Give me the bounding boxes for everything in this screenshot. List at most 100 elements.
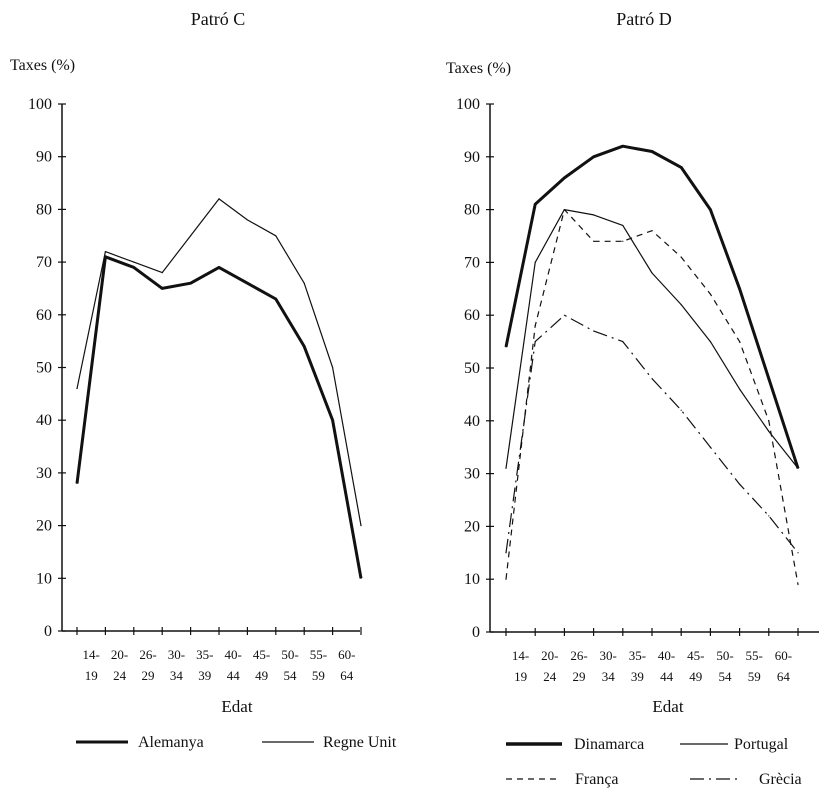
data-point-fran-a xyxy=(534,325,536,327)
x-tick-label-c: 45- xyxy=(253,647,270,662)
x-tick-label-d: 40- xyxy=(658,648,675,663)
data-point-dinamarca xyxy=(739,288,741,290)
legend-label-dinamarca: Dinamarca xyxy=(574,736,644,753)
x-tick-label-d: 39 xyxy=(631,669,644,684)
data-point-regne-unit xyxy=(360,525,362,527)
y-tick-label-d: 70 xyxy=(464,254,480,271)
x-tick-label-c: 55- xyxy=(310,647,327,662)
x-tick-label-d: 59 xyxy=(748,669,761,684)
series-line-alemanya xyxy=(75,255,363,579)
x-tick-label-d: 44 xyxy=(660,669,674,684)
x-tick-label-c: 60- xyxy=(338,647,355,662)
data-point-gr-cia xyxy=(534,341,536,343)
data-point-fran-a xyxy=(505,578,507,580)
y-tick-label-d: 0 xyxy=(472,624,480,641)
chart-title-c: Patró C xyxy=(191,9,246,29)
y-tick-label-d: 50 xyxy=(464,360,480,377)
y-tick-label-c: 30 xyxy=(36,465,52,482)
y-tick-label-d: 10 xyxy=(464,571,480,588)
data-point-portugal xyxy=(593,214,595,216)
data-point-alemanya xyxy=(303,345,305,348)
x-tick-label-d: 60- xyxy=(775,648,792,663)
legend-label-franca: França xyxy=(575,771,619,788)
x-tick-label-c: 35- xyxy=(196,647,213,662)
x-tick-label-c: 34 xyxy=(170,668,184,683)
data-point-fran-a xyxy=(563,209,566,211)
x-tick-label-c: 59 xyxy=(312,668,325,683)
x-tick-label-c: 40- xyxy=(225,647,242,662)
y-tick-label-c: 90 xyxy=(36,149,52,166)
y-tick-label-c: 10 xyxy=(36,570,52,587)
data-point-fran-a xyxy=(797,583,799,586)
data-point-portugal xyxy=(768,430,770,432)
data-point-regne-unit xyxy=(275,235,277,237)
data-point-alemanya xyxy=(76,482,78,485)
data-point-portugal xyxy=(709,341,712,343)
data-point-dinamarca xyxy=(651,150,653,153)
x-tick-label-c: 26- xyxy=(139,647,156,662)
y-tick-label-d: 60 xyxy=(464,307,480,324)
data-point-gr-cia xyxy=(768,515,770,517)
x-axis-label-c: Edat xyxy=(221,697,252,716)
data-point-gr-cia xyxy=(739,483,741,485)
x-tick-label-c: 64 xyxy=(340,668,354,683)
x-tick-label-d: 14- xyxy=(512,648,529,663)
data-point-portugal xyxy=(739,388,741,390)
x-tick-label-d: 20- xyxy=(541,648,558,663)
y-tick-label-d: 20 xyxy=(464,518,480,535)
x-tick-label-c: 44 xyxy=(227,668,241,683)
x-tick-label-c: 30- xyxy=(168,647,185,662)
data-point-dinamarca xyxy=(622,145,624,147)
series-line-portugal xyxy=(505,209,799,469)
data-point-regne-unit xyxy=(104,250,106,253)
x-tick-label-d: 35- xyxy=(629,648,646,663)
data-point-gr-cia xyxy=(651,377,653,380)
y-tick-label-d: 30 xyxy=(464,466,480,483)
legend-label-portugal: Portugal xyxy=(734,736,789,753)
x-tick-label-d: 19 xyxy=(514,669,527,684)
data-point-fran-a xyxy=(709,293,712,295)
x-tick-label-c: 50- xyxy=(281,647,298,662)
data-point-dinamarca xyxy=(680,166,682,168)
data-point-gr-cia xyxy=(622,341,624,343)
data-point-fran-a xyxy=(593,240,595,242)
data-point-regne-unit xyxy=(332,366,334,369)
y-axis-label-d: Taxes (%) xyxy=(446,60,511,77)
y-tick-label-d: 90 xyxy=(464,149,480,166)
data-point-regne-unit xyxy=(303,282,305,284)
x-tick-label-d: 55- xyxy=(746,648,763,663)
x-tick-label-c: 20- xyxy=(111,647,128,662)
x-tick-label-c: 54 xyxy=(284,668,298,683)
legend-label-grecia: Grècia xyxy=(759,771,802,788)
data-point-dinamarca xyxy=(593,156,595,158)
y-tick-label-c: 20 xyxy=(36,518,52,535)
y-tick-label-d: 40 xyxy=(464,413,480,430)
y-tick-label-c: 100 xyxy=(28,96,52,113)
data-point-alemanya xyxy=(218,266,220,268)
y-tick-label-c: 40 xyxy=(36,412,52,429)
data-point-regne-unit xyxy=(190,235,192,237)
data-point-gr-cia xyxy=(709,446,712,448)
x-tick-label-d: 64 xyxy=(777,669,791,684)
data-point-dinamarca xyxy=(505,346,507,348)
x-axis-label-d: Edat xyxy=(652,697,683,716)
data-point-dinamarca xyxy=(768,377,770,380)
data-point-regne-unit xyxy=(76,387,78,390)
data-point-portugal xyxy=(797,467,799,469)
data-point-alemanya xyxy=(275,298,277,300)
data-point-regne-unit xyxy=(246,219,248,221)
x-tick-label-c: 39 xyxy=(198,668,211,683)
y-axis-label-c: Taxes (%) xyxy=(10,57,75,74)
series-line-regne-unit xyxy=(76,198,362,526)
legend-label-alemanya: Alemanya xyxy=(138,734,204,751)
data-point-fran-a xyxy=(622,240,624,242)
x-tick-label-d: 49 xyxy=(689,669,702,684)
data-point-regne-unit xyxy=(133,261,135,263)
data-point-alemanya xyxy=(190,282,192,284)
data-point-regne-unit xyxy=(218,198,220,200)
data-point-dinamarca xyxy=(534,203,536,205)
x-tick-label-c: 14- xyxy=(83,647,100,662)
data-point-gr-cia xyxy=(563,314,566,316)
data-point-fran-a xyxy=(739,341,741,343)
y-tick-label-c: 50 xyxy=(36,360,52,377)
